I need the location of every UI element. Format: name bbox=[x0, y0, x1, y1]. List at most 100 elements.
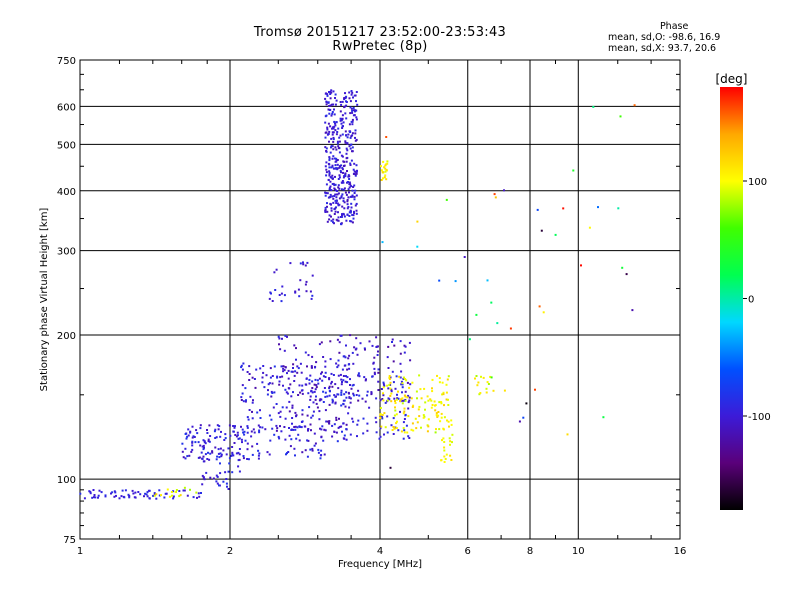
data-point bbox=[390, 400, 393, 403]
data-point bbox=[206, 429, 208, 431]
data-point bbox=[352, 362, 355, 365]
data-point bbox=[115, 494, 117, 497]
data-point bbox=[322, 401, 325, 403]
data-point bbox=[334, 395, 337, 398]
data-point bbox=[248, 365, 251, 368]
data-point bbox=[334, 193, 337, 196]
data-point bbox=[333, 431, 336, 433]
data-point bbox=[355, 202, 358, 205]
data-point bbox=[354, 204, 357, 207]
data-point bbox=[346, 149, 349, 152]
data-point bbox=[291, 370, 294, 373]
data-point bbox=[301, 413, 304, 416]
data-point bbox=[252, 399, 254, 402]
data-point bbox=[341, 180, 344, 182]
data-point bbox=[294, 454, 296, 457]
data-point bbox=[181, 442, 184, 445]
data-point bbox=[256, 442, 259, 445]
data-point bbox=[154, 493, 157, 496]
data-point bbox=[363, 376, 366, 379]
data-point bbox=[445, 198, 448, 201]
data-point bbox=[213, 430, 216, 433]
data-point bbox=[199, 444, 202, 447]
data-point bbox=[326, 202, 328, 205]
data-point bbox=[335, 199, 338, 202]
data-point bbox=[341, 213, 343, 216]
data-point bbox=[354, 129, 357, 132]
data-point bbox=[237, 465, 240, 468]
data-point bbox=[201, 445, 204, 448]
data-point bbox=[442, 428, 445, 431]
data-point bbox=[384, 167, 387, 170]
data-point bbox=[311, 294, 314, 297]
data-point bbox=[183, 489, 186, 492]
data-point bbox=[395, 427, 398, 429]
data-point bbox=[231, 471, 234, 474]
data-point bbox=[347, 181, 349, 183]
data-point bbox=[348, 178, 351, 180]
data-point bbox=[347, 133, 350, 136]
data-point bbox=[280, 292, 283, 295]
data-point bbox=[438, 401, 441, 404]
data-point bbox=[286, 392, 289, 395]
data-point bbox=[313, 390, 316, 393]
data-point bbox=[337, 216, 340, 219]
data-point bbox=[341, 205, 344, 208]
data-point bbox=[301, 420, 304, 423]
data-point bbox=[304, 283, 307, 286]
data-point bbox=[442, 393, 445, 396]
data-point bbox=[330, 209, 333, 212]
data-point bbox=[231, 451, 234, 454]
data-point bbox=[184, 447, 187, 450]
data-point bbox=[291, 417, 294, 419]
colorbar-tick-label: 100 bbox=[748, 177, 767, 188]
data-point bbox=[346, 142, 349, 145]
data-point bbox=[492, 389, 495, 392]
data-point bbox=[79, 492, 82, 495]
data-point bbox=[337, 145, 340, 148]
data-point bbox=[219, 472, 222, 475]
data-point bbox=[242, 455, 245, 457]
data-point bbox=[322, 439, 325, 442]
data-point bbox=[377, 368, 380, 371]
data-point bbox=[246, 416, 249, 419]
data-point bbox=[351, 91, 354, 94]
data-point bbox=[198, 456, 201, 459]
data-point bbox=[273, 391, 276, 394]
data-point bbox=[266, 451, 269, 454]
data-point bbox=[342, 212, 345, 215]
data-point bbox=[418, 374, 421, 377]
data-point bbox=[387, 387, 390, 390]
phase-heading: Phase bbox=[659, 21, 689, 32]
data-point bbox=[402, 427, 405, 430]
data-point bbox=[381, 241, 384, 244]
data-point bbox=[330, 380, 333, 383]
data-point bbox=[451, 433, 454, 436]
data-point bbox=[408, 386, 411, 389]
data-point bbox=[337, 387, 340, 390]
data-point bbox=[307, 439, 310, 442]
data-point bbox=[276, 375, 279, 378]
data-point bbox=[443, 404, 445, 407]
data-point bbox=[233, 426, 236, 429]
data-point bbox=[250, 435, 253, 438]
data-point bbox=[311, 447, 314, 450]
data-point bbox=[334, 124, 337, 127]
data-point bbox=[384, 401, 387, 404]
data-point bbox=[345, 147, 348, 150]
data-point bbox=[328, 159, 331, 162]
data-point bbox=[306, 261, 309, 264]
data-point bbox=[208, 440, 211, 443]
data-point bbox=[454, 280, 457, 283]
data-point bbox=[332, 201, 335, 204]
data-point bbox=[294, 291, 297, 294]
data-point bbox=[409, 359, 412, 362]
data-point bbox=[240, 396, 243, 399]
data-point bbox=[355, 337, 358, 340]
data-point bbox=[329, 185, 332, 188]
data-point bbox=[348, 91, 351, 94]
data-point bbox=[343, 164, 346, 167]
data-point bbox=[494, 196, 497, 199]
data-point bbox=[485, 391, 488, 394]
data-point bbox=[410, 397, 413, 400]
